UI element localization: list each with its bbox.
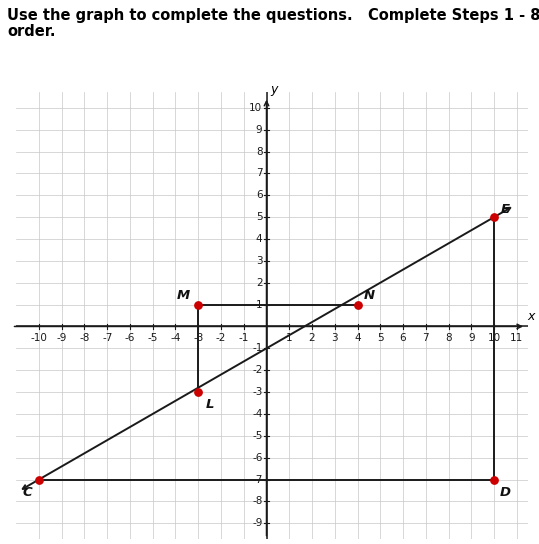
Text: -8: -8 — [79, 333, 89, 343]
Text: 5: 5 — [256, 212, 262, 222]
Text: -9: -9 — [252, 518, 262, 528]
Text: 4: 4 — [256, 234, 262, 244]
Text: 7: 7 — [256, 169, 262, 178]
Text: -6: -6 — [125, 333, 135, 343]
Text: 3: 3 — [256, 256, 262, 266]
Text: C: C — [23, 486, 32, 499]
Text: N: N — [363, 289, 375, 302]
Text: -3: -3 — [252, 387, 262, 397]
Point — [490, 213, 499, 221]
Text: 1: 1 — [256, 300, 262, 310]
Text: 9: 9 — [468, 333, 475, 343]
Text: 2: 2 — [309, 333, 315, 343]
Text: 10: 10 — [487, 333, 501, 343]
Text: -1: -1 — [239, 333, 249, 343]
Text: 10: 10 — [249, 103, 262, 113]
Text: L: L — [205, 398, 214, 411]
Text: 8: 8 — [256, 146, 262, 157]
Text: -8: -8 — [252, 496, 262, 506]
Point — [34, 475, 43, 484]
Text: 6: 6 — [256, 190, 262, 200]
Text: order.: order. — [7, 24, 56, 40]
Text: 1: 1 — [286, 333, 293, 343]
Text: Use the graph to complete the questions.   Complete Steps 1 - 8 in: Use the graph to complete the questions.… — [7, 8, 539, 23]
Text: x: x — [527, 310, 535, 323]
Text: 5: 5 — [377, 333, 384, 343]
Text: 7: 7 — [423, 333, 429, 343]
Text: E: E — [501, 203, 510, 216]
Text: -2: -2 — [252, 365, 262, 375]
Text: -9: -9 — [57, 333, 67, 343]
Text: -6: -6 — [252, 453, 262, 462]
Text: 4: 4 — [354, 333, 361, 343]
Text: 6: 6 — [400, 333, 406, 343]
Text: 3: 3 — [331, 333, 338, 343]
Text: -3: -3 — [193, 333, 203, 343]
Text: -7: -7 — [102, 333, 113, 343]
Point — [490, 475, 499, 484]
Text: M: M — [177, 289, 190, 302]
Text: 9: 9 — [256, 125, 262, 135]
Text: 2: 2 — [256, 278, 262, 288]
Text: -4: -4 — [252, 409, 262, 419]
Point — [194, 300, 203, 309]
Text: -5: -5 — [252, 431, 262, 441]
Text: -10: -10 — [31, 333, 47, 343]
Text: 8: 8 — [445, 333, 452, 343]
Text: -1: -1 — [252, 343, 262, 353]
Point — [353, 300, 362, 309]
Text: y: y — [271, 83, 278, 96]
Text: -5: -5 — [148, 333, 158, 343]
Point — [194, 388, 203, 397]
Text: D: D — [500, 486, 511, 499]
Text: 11: 11 — [510, 333, 523, 343]
Text: -7: -7 — [252, 474, 262, 485]
Text: -4: -4 — [170, 333, 181, 343]
Text: -2: -2 — [216, 333, 226, 343]
